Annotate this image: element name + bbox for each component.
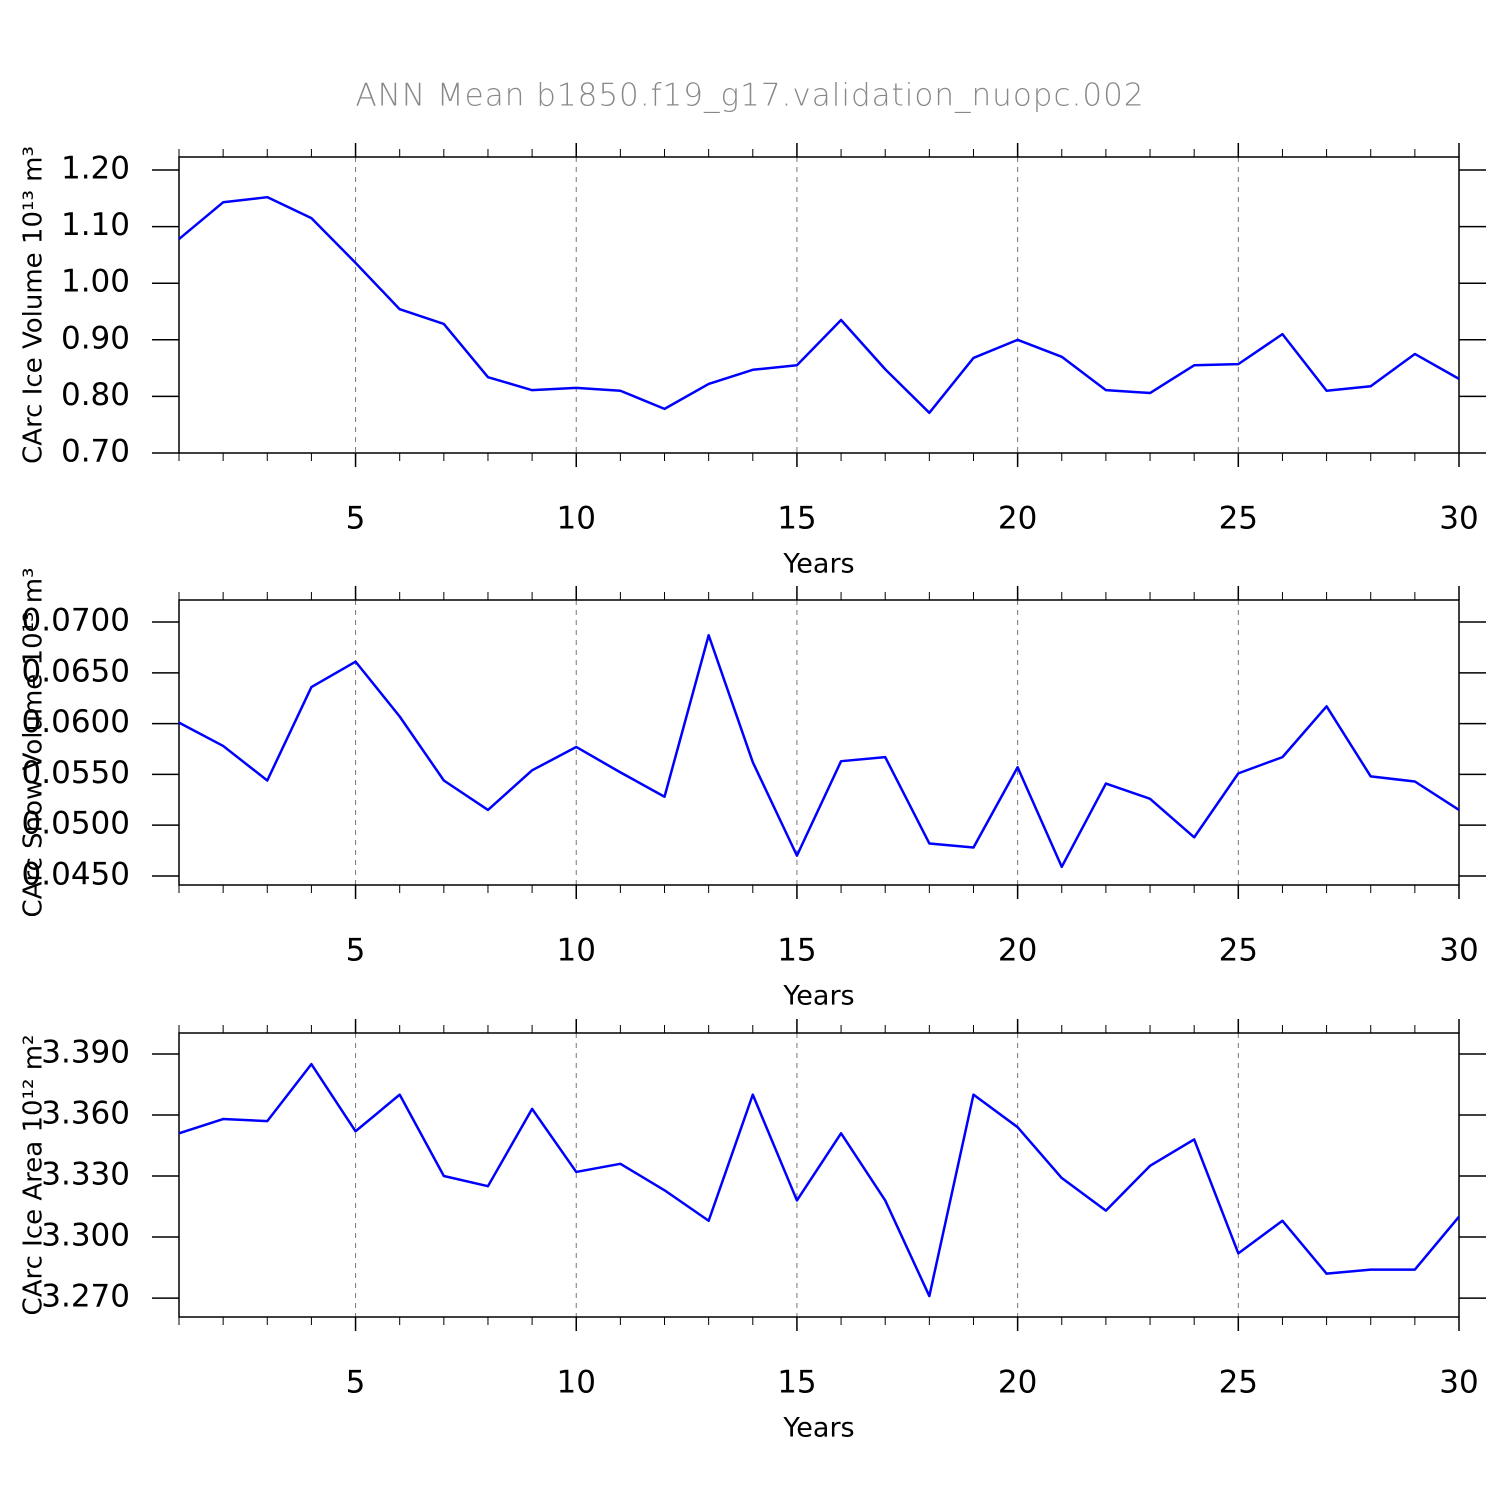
x-tick-label: 25 — [1219, 1365, 1258, 1401]
plot-frame — [178, 599, 1460, 886]
y-tick-label: 0.90 — [61, 320, 130, 356]
x-axis-title: Years — [782, 549, 854, 580]
y-tick-label: 1.00 — [61, 264, 130, 300]
y-tick-label: 0.0500 — [22, 806, 130, 842]
y-tick-label: 0.0700 — [22, 603, 130, 639]
y-tick-label: 1.10 — [61, 207, 130, 243]
data-line — [178, 633, 1460, 869]
x-tick-label: 5 — [346, 501, 366, 537]
y-tick-label: 3.390 — [41, 1034, 130, 1070]
y-tick-label: 3.300 — [41, 1218, 130, 1254]
y-axis-title: CArc Snow Volume 10¹³ m³ — [19, 568, 49, 918]
plot-frame — [178, 156, 1460, 454]
x-tick-label: 10 — [557, 1365, 596, 1401]
x-tick-label: 10 — [557, 933, 596, 969]
y-tick-label: 3.270 — [41, 1279, 130, 1315]
x-axis-title: Years — [782, 981, 854, 1012]
y-tick-label: 0.0650 — [22, 653, 130, 689]
x-tick-label: 20 — [998, 1365, 1037, 1401]
x-tick-label: 15 — [777, 1365, 816, 1401]
x-tick-label: 25 — [1219, 933, 1258, 969]
x-tick-label: 20 — [998, 933, 1037, 969]
plot-frame — [178, 1032, 1460, 1318]
x-tick-label: 15 — [777, 501, 816, 537]
x-tick-label: 30 — [1439, 501, 1478, 537]
x-tick-label: 10 — [557, 501, 596, 537]
y-axis-title: CArc Ice Volume 10¹³ m³ — [19, 146, 49, 464]
x-tick-label: 20 — [998, 501, 1037, 537]
figure-title: ANN Mean b1850.f19_g17.validation_nuopc.… — [355, 78, 1144, 114]
y-tick-label: 3.360 — [41, 1095, 130, 1131]
y-axis-title: CArc Ice Area 10¹² m² — [19, 1035, 49, 1316]
y-tick-label: 0.70 — [61, 434, 130, 470]
x-axis-title: Years — [782, 1413, 854, 1444]
y-tick-label: 0.0550 — [22, 755, 130, 791]
x-tick-label: 5 — [346, 933, 366, 969]
x-tick-label: 15 — [777, 933, 816, 969]
x-tick-label: 25 — [1219, 501, 1258, 537]
data-line — [178, 1062, 1460, 1298]
y-tick-label: 1.20 — [61, 151, 130, 187]
y-tick-label: 0.0600 — [22, 704, 130, 740]
data-line — [178, 195, 1460, 415]
y-tick-label: 3.330 — [41, 1157, 130, 1193]
y-tick-label: 0.80 — [61, 377, 130, 413]
x-tick-label: 30 — [1439, 1365, 1478, 1401]
x-tick-label: 5 — [346, 1365, 366, 1401]
x-tick-label: 30 — [1439, 933, 1478, 969]
y-tick-label: 0.0450 — [22, 856, 130, 892]
